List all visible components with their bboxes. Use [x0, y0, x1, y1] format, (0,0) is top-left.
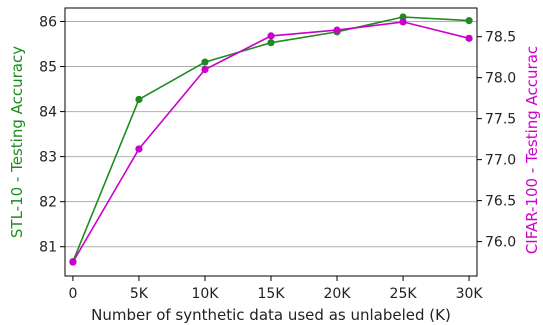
right-series-line — [72, 21, 470, 263]
left-y-tick-label: 84 — [39, 105, 57, 121]
left-y-tick-label: 86 — [39, 15, 57, 31]
x-tick-label: 15K — [258, 286, 286, 302]
x-tick-label: 5K — [130, 286, 149, 302]
x-tick-label: 30K — [456, 286, 484, 302]
axes: 81 82 83 84 85 86 76.0 76.5 77.0 77.5 78.0 78.5 0 5K 1… — [39, 15, 516, 302]
right-series-point — [267, 32, 275, 40]
left-series-line — [72, 16, 470, 262]
left-y-axis-label: STL-10 - Testing Accuracy — [8, 46, 26, 238]
x-tick-label: 10K — [191, 286, 219, 302]
left-series-point — [465, 17, 473, 25]
x-tick-label: 0 — [68, 286, 77, 302]
left-series-point — [399, 13, 407, 21]
left-series-point — [267, 39, 275, 47]
right-series-point — [399, 18, 407, 26]
right-series-point — [201, 65, 209, 74]
right-y-tick-label: 76.0 — [485, 235, 516, 251]
right-y-tick-label: 76.5 — [485, 194, 516, 210]
right-series-point — [135, 145, 143, 153]
left-y-tick-label: 85 — [39, 60, 57, 76]
left-series-point — [135, 95, 143, 104]
left-y-tick-label: 81 — [39, 240, 57, 256]
left-series-point — [201, 58, 209, 66]
left-y-tick-label: 83 — [39, 150, 57, 166]
right-series-point — [465, 34, 473, 42]
gridlines — [65, 21, 477, 248]
right-series-point — [69, 258, 77, 266]
right-y-axis-label: CIFAR-100 - Testing Accurac — [523, 46, 541, 254]
x-tick-label: 25K — [390, 286, 418, 302]
right-series-point — [333, 26, 341, 34]
plot-frame — [64, 7, 478, 277]
right-y-tick-label: 77.5 — [485, 112, 516, 128]
left-y-tick-label: 82 — [39, 195, 57, 211]
x-tick-label: 20K — [324, 286, 352, 302]
right-y-tick-label: 77.0 — [485, 153, 516, 169]
x-axis-label: Number of synthetic data used as unlabel… — [91, 306, 451, 324]
right-y-tick-label: 78.0 — [485, 71, 516, 87]
series-layer — [69, 13, 473, 266]
right-y-tick-label: 78.5 — [485, 30, 516, 46]
